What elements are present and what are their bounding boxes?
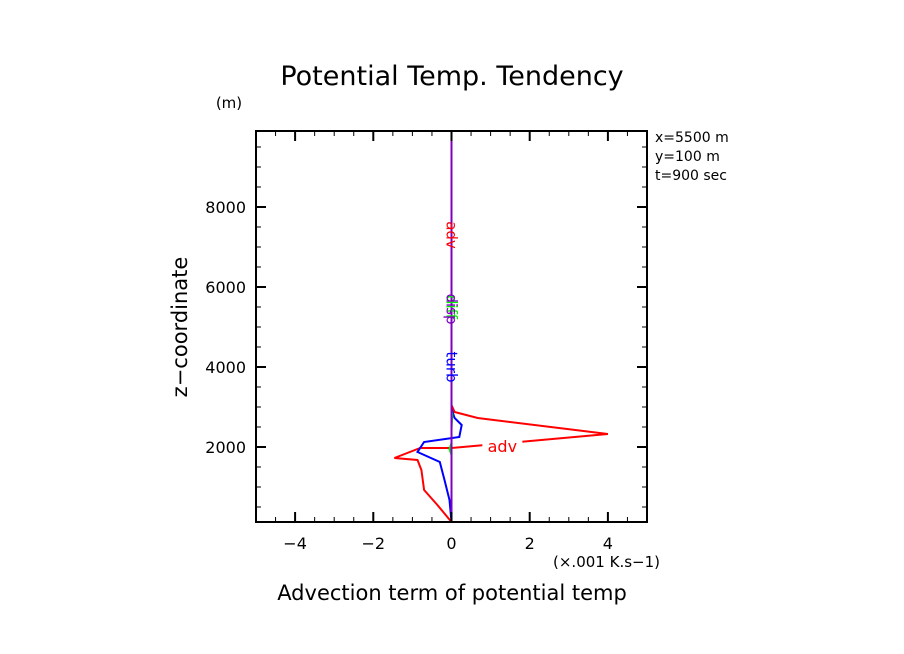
y-tick-label: 2000 [205,438,246,457]
x-tick-label: 0 [446,534,456,553]
axes: −4 −2 0 2 4 2000 4000 6000 8000 [205,130,648,553]
x-tick-label: 4 [603,534,613,553]
x-axis-label: Advection term of potential temp [277,581,627,605]
x-tick-label: −4 [283,534,307,553]
y-tick-label: 8000 [205,198,246,217]
y-tick-label: 6000 [205,278,246,297]
inline-label-diff: diff [443,295,461,320]
series-group [394,131,609,523]
inline-label-turb: turb [443,351,461,382]
info-annotation: t=900 sec [655,168,727,184]
y-axis-label: z−coordinate [168,257,192,398]
inline-label-bg [482,439,523,455]
info-annotations: x=5500 m y=100 m t=900 sec [655,130,729,184]
y-units: (m) [216,94,242,112]
inline-label-adv: adv [488,437,517,456]
chart-title: Potential Temp. Tendency [280,61,623,92]
series-line-adv [394,404,609,523]
series-line-turb [416,408,463,523]
inline-label-adv: adv [443,221,461,249]
y-tick-label: 4000 [205,358,246,377]
info-annotation: y=100 m [655,149,720,165]
x-tick-label: 2 [525,534,535,553]
inline-label-disp: disp [443,293,461,324]
x-tick-label: −2 [362,534,386,553]
x-units: (×.001 K.s−1) [553,553,660,571]
info-annotation: x=5500 m [655,130,729,146]
